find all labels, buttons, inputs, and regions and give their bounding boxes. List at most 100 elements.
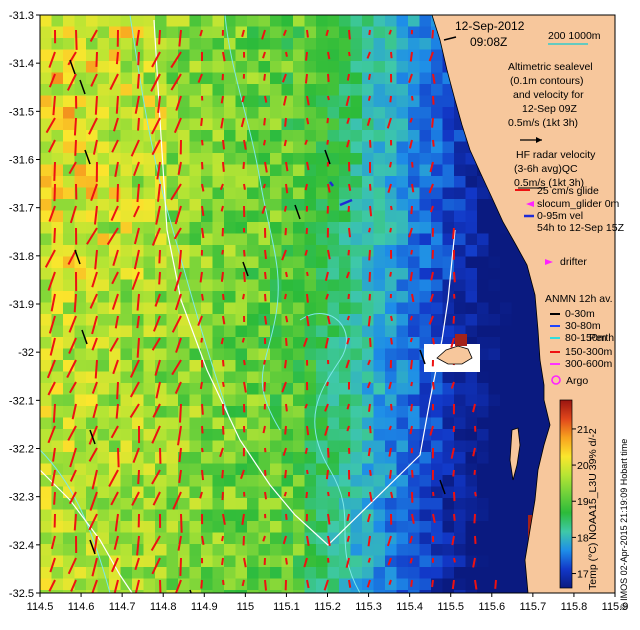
current-arrow [369, 425, 372, 434]
sst-cell [373, 463, 386, 476]
sst-cell [339, 233, 352, 246]
sst-cell [270, 38, 283, 51]
sst-cell [224, 486, 237, 499]
sst-cell [362, 26, 375, 39]
sst-cell [327, 509, 340, 522]
sst-cell [189, 498, 202, 511]
sst-cell [74, 417, 87, 430]
sst-cell [396, 337, 409, 350]
sst-cell [511, 498, 524, 511]
sst-cell [408, 429, 421, 442]
sst-cell [454, 475, 467, 488]
sst-cell [316, 72, 329, 85]
current-arrow [306, 161, 310, 171]
sst-cell [523, 302, 536, 315]
sst-cell [143, 567, 156, 580]
sst-cell [442, 578, 455, 591]
sst-cell [431, 371, 444, 384]
sst-cell [431, 440, 444, 453]
current-arrow [262, 139, 266, 146]
sst-cell [304, 233, 317, 246]
sst-cell [166, 26, 179, 39]
sst-cell [109, 417, 122, 430]
sst-cell [189, 187, 202, 200]
sst-cell [477, 222, 490, 235]
glider-arrow [339, 198, 353, 207]
sst-cell [166, 440, 179, 453]
sst-cell [339, 302, 352, 315]
current-arrow [242, 161, 245, 170]
sst-cell [442, 371, 455, 384]
sst-cell [258, 84, 271, 97]
sst-cell [247, 26, 260, 39]
sst-cell [431, 544, 444, 557]
sst-cell [51, 394, 64, 407]
sst-cell [373, 233, 386, 246]
sst-cell [224, 337, 237, 350]
current-arrow [284, 425, 287, 435]
sst-cell [247, 61, 260, 74]
current-arrow [133, 227, 140, 245]
sst-cell [120, 291, 133, 304]
sst-cell [189, 521, 202, 534]
sst-cell [396, 417, 409, 430]
sst-cell [465, 314, 478, 327]
sst-cell [51, 567, 64, 580]
sst-cell [178, 486, 191, 499]
sst-cell [396, 463, 409, 476]
sst-cell [224, 360, 237, 373]
current-arrow [428, 315, 434, 325]
sst-cell [212, 15, 225, 28]
sst-cell [431, 578, 444, 591]
sst-cell [419, 107, 432, 120]
sst-cell [511, 394, 524, 407]
sst-cell [40, 348, 53, 361]
sst-cell [143, 38, 156, 51]
sst-cell [63, 383, 76, 396]
sst-cell [270, 532, 283, 545]
sst-cell [327, 164, 340, 177]
sst-cell [408, 153, 421, 166]
sst-cell [500, 268, 513, 281]
sst-cell [350, 141, 363, 154]
sst-cell [293, 291, 306, 304]
sst-cell [281, 555, 294, 568]
sst-cell [431, 210, 444, 223]
sst-cell [224, 268, 237, 281]
sst-cell [224, 532, 237, 545]
sst-cell [270, 187, 283, 200]
current-arrow [285, 403, 288, 412]
depth-contour-line [153, 19, 456, 546]
current-arrow [115, 403, 119, 419]
sst-cell [224, 440, 237, 453]
sst-cell [270, 291, 283, 304]
current-arrow [69, 469, 77, 482]
sst-cell [178, 475, 191, 488]
current-arrow [110, 205, 119, 221]
sst-cell [419, 187, 432, 200]
sst-cell [224, 463, 237, 476]
sst-cell [109, 95, 122, 108]
sst-cell [189, 107, 202, 120]
current-arrow [201, 469, 205, 481]
sst-cell [63, 268, 76, 281]
sst-cell [500, 245, 513, 258]
sst-cell [454, 567, 467, 580]
current-arrow [137, 117, 140, 131]
sst-cell [304, 406, 317, 419]
sst-cell [454, 199, 467, 212]
glider-arrow [329, 181, 334, 187]
sst-cell [212, 486, 225, 499]
radar-arrow [89, 539, 96, 555]
sst-cell [316, 325, 329, 338]
current-arrow [284, 117, 287, 127]
sst-cell [212, 38, 225, 51]
sst-cell [350, 406, 363, 419]
current-arrow [432, 73, 436, 84]
sst-cell [166, 199, 179, 212]
current-arrow [367, 95, 371, 101]
current-arrow [151, 51, 161, 68]
sst-cell [235, 452, 248, 465]
sst-cell [109, 84, 122, 97]
sst-cell [97, 348, 110, 361]
